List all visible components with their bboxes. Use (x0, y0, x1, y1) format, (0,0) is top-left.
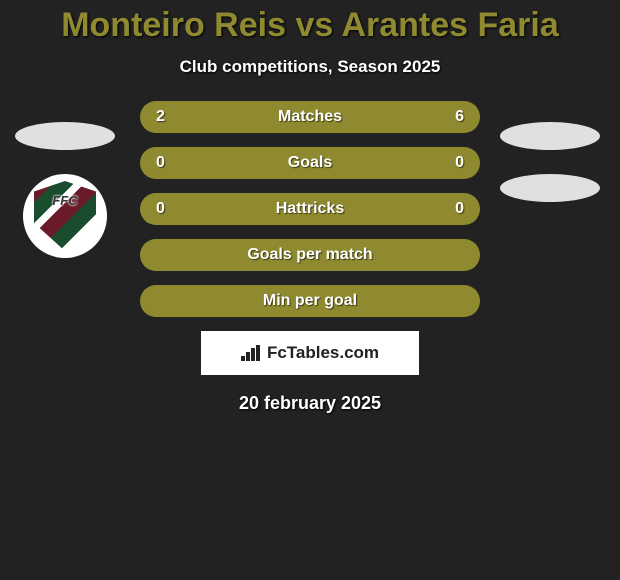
right-player-ellipse-2 (500, 174, 600, 202)
stat-label: Goals per match (156, 246, 464, 264)
subtitle: Club competitions, Season 2025 (0, 57, 620, 77)
brand-text: FcTables.com (267, 343, 379, 363)
bar-chart-icon (241, 345, 261, 361)
stat-label: Hattricks (156, 200, 464, 218)
stat-bar-hattricks: 0 Hattricks 0 (140, 193, 480, 225)
stat-left-value: 0 (156, 200, 165, 218)
date-label: 20 february 2025 (0, 393, 620, 414)
right-player-column (490, 122, 610, 202)
stat-label: Goals (156, 154, 464, 172)
stat-bar-goals: 0 Goals 0 (140, 147, 480, 179)
stat-left-value: 2 (156, 108, 165, 126)
crest-monogram: FFC (34, 193, 96, 208)
left-club-crest: FFC (23, 174, 107, 258)
stat-right-value: 0 (455, 200, 464, 218)
stat-right-value: 0 (455, 154, 464, 172)
crest-shield-icon (34, 181, 96, 251)
left-player-column: FFC (10, 122, 120, 258)
right-player-ellipse-1 (500, 122, 600, 150)
comparison-card: Monteiro Reis vs Arantes Faria Club comp… (0, 0, 620, 414)
stat-label: Min per goal (156, 292, 464, 310)
stat-label: Matches (156, 108, 464, 126)
stat-bar-min-per-goal: Min per goal (140, 285, 480, 317)
brand-badge: FcTables.com (201, 331, 419, 375)
stat-bar-goals-per-match: Goals per match (140, 239, 480, 271)
stat-left-value: 0 (156, 154, 165, 172)
page-title: Monteiro Reis vs Arantes Faria (0, 6, 620, 45)
stat-right-value: 6 (455, 108, 464, 126)
stat-bar-matches: 2 Matches 6 (140, 101, 480, 133)
left-player-ellipse (15, 122, 115, 150)
